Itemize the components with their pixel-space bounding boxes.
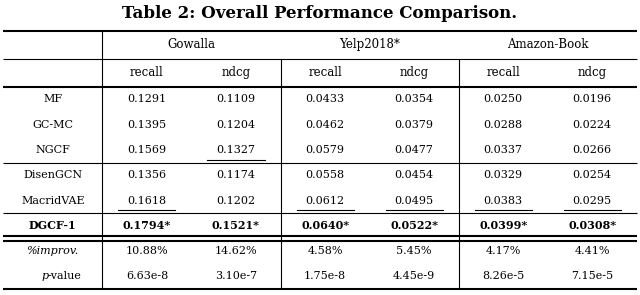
Text: 0.1204: 0.1204 — [216, 119, 255, 130]
Text: -value: -value — [47, 271, 81, 281]
Text: 0.1794*: 0.1794* — [123, 220, 171, 231]
Text: 6.63e-8: 6.63e-8 — [126, 271, 168, 281]
Text: 0.1174: 0.1174 — [216, 170, 255, 180]
Text: %improv.: %improv. — [27, 246, 79, 256]
Text: 0.0579: 0.0579 — [305, 145, 344, 155]
Text: 0.0640*: 0.0640* — [301, 220, 349, 231]
Text: 0.1109: 0.1109 — [216, 94, 255, 104]
Text: DisenGCN: DisenGCN — [23, 170, 83, 180]
Text: 1.75e-8: 1.75e-8 — [304, 271, 346, 281]
Text: MF: MF — [44, 94, 62, 104]
Text: ndcg: ndcg — [578, 66, 607, 79]
Text: 0.0462: 0.0462 — [305, 119, 344, 130]
Text: recall: recall — [130, 66, 164, 79]
Text: ndcg: ndcg — [399, 66, 429, 79]
Text: 0.0433: 0.0433 — [305, 94, 344, 104]
Text: 4.45e-9: 4.45e-9 — [393, 271, 435, 281]
Text: 0.0383: 0.0383 — [484, 196, 523, 206]
Text: 0.0454: 0.0454 — [395, 170, 434, 180]
Text: 4.17%: 4.17% — [486, 246, 521, 256]
Text: 0.0224: 0.0224 — [573, 119, 612, 130]
Text: 0.1618: 0.1618 — [127, 196, 166, 206]
Text: 0.1202: 0.1202 — [216, 196, 255, 206]
Text: 0.0337: 0.0337 — [484, 145, 523, 155]
Text: 0.0250: 0.0250 — [484, 94, 523, 104]
Text: 0.0288: 0.0288 — [484, 119, 523, 130]
Text: recall: recall — [308, 66, 342, 79]
Text: 7.15e-5: 7.15e-5 — [572, 271, 613, 281]
Text: 0.1356: 0.1356 — [127, 170, 166, 180]
Text: 5.45%: 5.45% — [396, 246, 432, 256]
Text: Gowalla: Gowalla — [168, 38, 216, 51]
Text: p: p — [42, 271, 49, 281]
Text: 0.0522*: 0.0522* — [390, 220, 438, 231]
Text: 0.0558: 0.0558 — [305, 170, 344, 180]
Text: Amazon-Book: Amazon-Book — [507, 38, 589, 51]
Text: 0.1395: 0.1395 — [127, 119, 166, 130]
Text: ndcg: ndcg — [221, 66, 251, 79]
Text: 0.1569: 0.1569 — [127, 145, 166, 155]
Text: 0.0477: 0.0477 — [395, 145, 433, 155]
Text: 0.0266: 0.0266 — [573, 145, 612, 155]
Text: 0.1291: 0.1291 — [127, 94, 166, 104]
Text: 3.10e-7: 3.10e-7 — [215, 271, 257, 281]
Text: 0.0196: 0.0196 — [573, 94, 612, 104]
Text: 0.0495: 0.0495 — [395, 196, 434, 206]
Text: 0.1521*: 0.1521* — [212, 220, 260, 231]
Text: recall: recall — [486, 66, 520, 79]
Text: MacridVAE: MacridVAE — [21, 196, 84, 206]
Text: 0.0329: 0.0329 — [484, 170, 523, 180]
Text: 0.0308*: 0.0308* — [568, 220, 616, 231]
Text: 14.62%: 14.62% — [214, 246, 257, 256]
Text: 0.0379: 0.0379 — [395, 119, 434, 130]
Text: 10.88%: 10.88% — [125, 246, 168, 256]
Text: 0.0399*: 0.0399* — [479, 220, 527, 231]
Text: 4.58%: 4.58% — [307, 246, 343, 256]
Text: 0.0254: 0.0254 — [573, 170, 612, 180]
Text: 0.0295: 0.0295 — [573, 196, 612, 206]
Text: DGCF-1: DGCF-1 — [29, 220, 77, 231]
Text: 8.26e-5: 8.26e-5 — [482, 271, 524, 281]
Text: Table 2: Overall Performance Comparison.: Table 2: Overall Performance Comparison. — [122, 5, 518, 22]
Text: 0.0612: 0.0612 — [305, 196, 344, 206]
Text: Yelp2018*: Yelp2018* — [339, 38, 400, 51]
Text: 0.0354: 0.0354 — [395, 94, 434, 104]
Text: NGCF: NGCF — [35, 145, 70, 155]
Text: GC-MC: GC-MC — [32, 119, 74, 130]
Text: 0.1327: 0.1327 — [216, 145, 255, 155]
Text: 4.41%: 4.41% — [575, 246, 610, 256]
